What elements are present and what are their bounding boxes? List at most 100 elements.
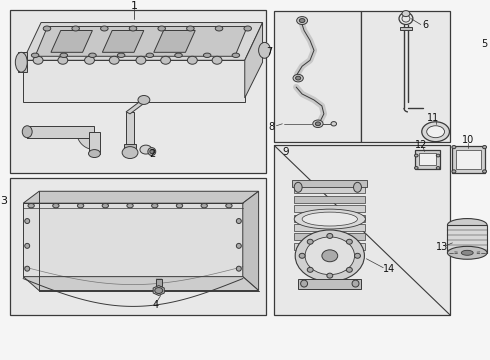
Ellipse shape xyxy=(77,203,84,208)
Polygon shape xyxy=(51,31,93,52)
Text: 6: 6 xyxy=(423,19,429,30)
Ellipse shape xyxy=(89,150,100,158)
Text: 4: 4 xyxy=(153,300,159,310)
Bar xyxy=(294,243,366,250)
Ellipse shape xyxy=(244,26,251,31)
Ellipse shape xyxy=(346,239,352,244)
Ellipse shape xyxy=(215,26,223,31)
Ellipse shape xyxy=(226,203,232,208)
Ellipse shape xyxy=(415,167,418,169)
Ellipse shape xyxy=(58,56,68,64)
Bar xyxy=(294,224,366,231)
Bar xyxy=(274,11,362,141)
Ellipse shape xyxy=(447,246,487,259)
Polygon shape xyxy=(102,31,144,52)
Ellipse shape xyxy=(33,56,43,64)
Bar xyxy=(10,10,266,174)
Bar xyxy=(415,150,440,170)
Bar xyxy=(419,153,436,166)
Polygon shape xyxy=(23,60,245,102)
Bar xyxy=(292,180,368,187)
Ellipse shape xyxy=(307,267,313,272)
Ellipse shape xyxy=(299,19,305,23)
Ellipse shape xyxy=(327,233,333,238)
Ellipse shape xyxy=(301,280,308,287)
Ellipse shape xyxy=(118,53,125,58)
Ellipse shape xyxy=(109,56,119,64)
Ellipse shape xyxy=(296,17,308,24)
Text: 3: 3 xyxy=(0,196,7,206)
Ellipse shape xyxy=(355,253,361,258)
Ellipse shape xyxy=(483,170,487,173)
Polygon shape xyxy=(89,132,100,154)
Text: 7: 7 xyxy=(266,47,272,57)
Polygon shape xyxy=(23,23,263,60)
Ellipse shape xyxy=(259,42,270,58)
Ellipse shape xyxy=(175,53,182,58)
Polygon shape xyxy=(18,52,27,72)
Polygon shape xyxy=(156,279,162,285)
Ellipse shape xyxy=(452,170,456,173)
Ellipse shape xyxy=(322,250,338,262)
Text: 11: 11 xyxy=(426,113,439,123)
Ellipse shape xyxy=(53,203,59,208)
Bar xyxy=(294,215,366,221)
Polygon shape xyxy=(154,31,195,52)
Ellipse shape xyxy=(232,53,240,58)
Ellipse shape xyxy=(158,26,166,31)
Ellipse shape xyxy=(22,126,32,138)
Ellipse shape xyxy=(127,203,133,208)
Ellipse shape xyxy=(203,53,211,58)
Ellipse shape xyxy=(294,182,302,192)
Ellipse shape xyxy=(89,53,96,58)
Text: 8: 8 xyxy=(269,122,274,132)
Ellipse shape xyxy=(136,56,146,64)
Ellipse shape xyxy=(201,203,207,208)
Ellipse shape xyxy=(422,122,449,141)
Ellipse shape xyxy=(307,239,313,244)
Ellipse shape xyxy=(15,52,27,72)
Ellipse shape xyxy=(305,237,355,275)
Ellipse shape xyxy=(85,56,95,64)
Text: 1: 1 xyxy=(130,1,138,11)
Polygon shape xyxy=(76,132,97,150)
Ellipse shape xyxy=(155,288,163,293)
Ellipse shape xyxy=(293,75,303,82)
Ellipse shape xyxy=(316,122,320,126)
Ellipse shape xyxy=(28,203,34,208)
Ellipse shape xyxy=(146,53,153,58)
Ellipse shape xyxy=(294,209,366,229)
Polygon shape xyxy=(298,279,362,288)
Polygon shape xyxy=(23,203,243,276)
Ellipse shape xyxy=(236,219,241,224)
Ellipse shape xyxy=(436,154,440,157)
Bar xyxy=(294,186,366,193)
Text: 13: 13 xyxy=(437,242,449,252)
Ellipse shape xyxy=(352,280,359,287)
Ellipse shape xyxy=(483,145,487,149)
Polygon shape xyxy=(23,276,259,291)
Ellipse shape xyxy=(353,182,362,192)
Ellipse shape xyxy=(140,145,152,154)
Text: 9: 9 xyxy=(282,147,289,157)
Ellipse shape xyxy=(24,219,30,224)
Ellipse shape xyxy=(102,203,108,208)
Ellipse shape xyxy=(100,26,108,31)
Ellipse shape xyxy=(129,26,137,31)
Ellipse shape xyxy=(24,243,30,248)
Ellipse shape xyxy=(187,56,197,64)
Bar xyxy=(452,145,485,174)
Ellipse shape xyxy=(138,95,150,104)
Ellipse shape xyxy=(302,212,358,226)
Ellipse shape xyxy=(327,273,333,278)
Ellipse shape xyxy=(176,203,183,208)
Polygon shape xyxy=(447,225,487,253)
Polygon shape xyxy=(153,285,164,296)
Ellipse shape xyxy=(161,56,171,64)
Bar xyxy=(294,233,366,240)
Ellipse shape xyxy=(415,154,418,157)
Ellipse shape xyxy=(122,147,138,158)
Polygon shape xyxy=(243,191,259,291)
Polygon shape xyxy=(126,112,134,144)
Ellipse shape xyxy=(427,126,444,138)
